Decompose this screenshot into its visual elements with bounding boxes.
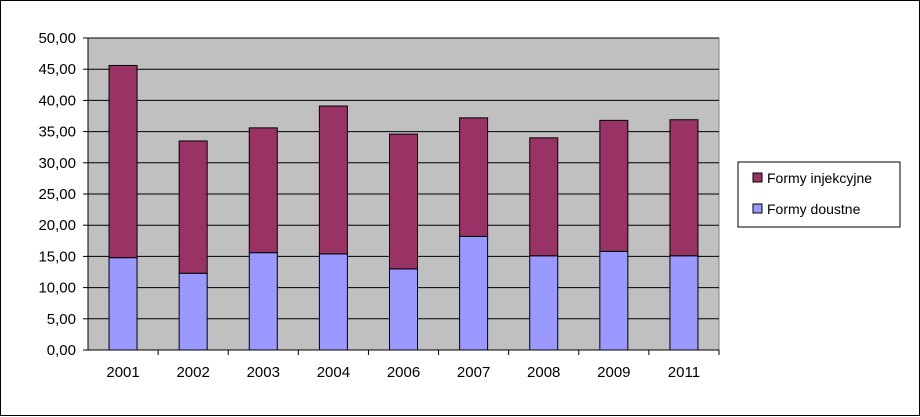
bar-segment-formy-doustne-2004	[318, 253, 348, 351]
x-tick-label: 2009	[597, 364, 630, 381]
bar-segment-formy-doustne-2011	[669, 255, 699, 351]
legend-label-formy-doustne: Formy doustne	[767, 201, 861, 217]
bar-segment-formy-injekcyjne-2008	[529, 137, 559, 257]
bars	[108, 64, 699, 351]
legend: Formy injekcyjne Formy doustne	[737, 161, 901, 228]
y-tick-label: 15,00	[38, 248, 76, 265]
y-tick-label: 10,00	[38, 280, 76, 297]
legend-label-formy-injekcyjne: Formy injekcyjne	[767, 170, 872, 186]
y-tick-label: 0,00	[47, 342, 76, 359]
x-tick-label: 2006	[387, 364, 420, 381]
x-tick-label: 2011	[668, 364, 700, 381]
bar-segment-formy-injekcyjne-2004	[318, 105, 348, 255]
bar-segment-formy-injekcyjne-2011	[669, 119, 699, 257]
bar-segment-formy-injekcyjne-2002	[178, 140, 208, 274]
bar-segment-formy-doustne-2006	[389, 268, 418, 351]
x-tick-label: 2004	[317, 364, 350, 381]
legend-box	[737, 161, 901, 228]
x-tick-label: 2008	[527, 364, 560, 381]
bar-segment-formy-doustne-2007	[459, 235, 489, 351]
y-tick-label: 20,00	[38, 217, 76, 234]
x-tick-label: 2007	[457, 364, 490, 381]
bar-segment-formy-doustne-2008	[529, 255, 559, 351]
bar-segment-formy-injekcyjne-2001	[108, 64, 138, 259]
y-axis-ticks: 0,00 5,00 10,00 15,00 20,00 25,00 30,00 35,00 40…	[38, 30, 88, 359]
y-tick-label: 45,00	[38, 61, 76, 78]
x-axis-ticks: 2001 2002 2003 2004 2006 2007 2008 2009 2011	[106, 350, 720, 381]
legend-swatch-formy-doustne	[752, 203, 763, 214]
x-tick-label: 2002	[176, 364, 209, 381]
bar-segment-formy-doustne-2009	[599, 250, 629, 351]
y-tick-label: 35,00	[38, 124, 76, 141]
legend-swatch-formy-injekcyjne	[752, 172, 763, 183]
y-tick-label: 25,00	[38, 186, 76, 203]
bar-segment-formy-injekcyjne-2007	[459, 117, 489, 237]
bar-segment-formy-doustne-2001	[108, 257, 138, 351]
y-tick-label: 30,00	[38, 155, 76, 172]
bar-segment-formy-doustne-2003	[248, 252, 278, 351]
bar-segment-formy-doustne-2002	[178, 272, 208, 351]
y-tick-label: 5,00	[47, 311, 76, 328]
bar-segment-formy-injekcyjne-2009	[599, 119, 629, 252]
bar-segment-formy-injekcyjne-2006	[389, 133, 418, 270]
bar-segment-formy-injekcyjne-2003	[248, 127, 278, 254]
x-tick-label: 2001	[106, 364, 139, 381]
x-tick-label: 2003	[247, 364, 280, 381]
y-tick-label: 40,00	[38, 92, 76, 109]
y-tick-label: 50,00	[38, 30, 76, 47]
